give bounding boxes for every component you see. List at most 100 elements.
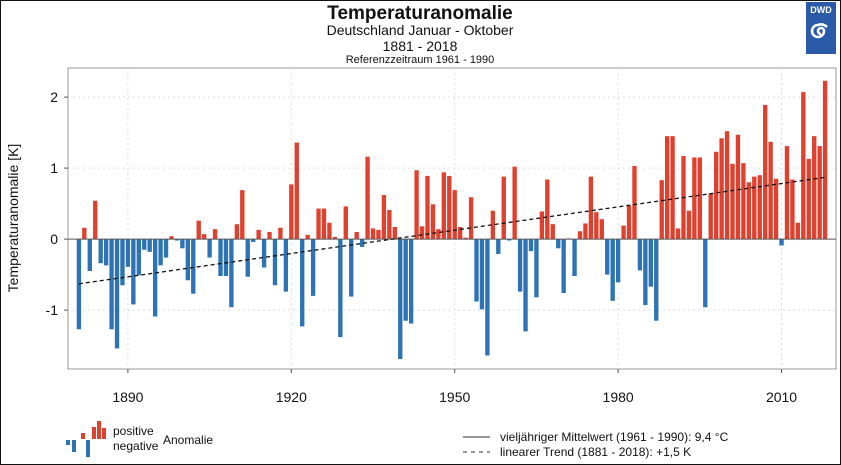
bar-positive (752, 176, 757, 240)
bar-negative (300, 239, 305, 327)
bar-negative (120, 239, 125, 286)
bar-positive (463, 237, 468, 240)
bar-negative (496, 239, 501, 254)
bar-negative (610, 239, 615, 301)
bar-negative (174, 239, 180, 241)
bar-positive (441, 172, 447, 240)
legend-bar-negative (66, 440, 70, 445)
bar-positive (806, 158, 811, 240)
bar-positive (82, 227, 87, 240)
chart-subtitle-region: Deutschland Januar - Oktober (327, 22, 514, 38)
bar-negative (142, 239, 147, 250)
bar-positive (724, 131, 730, 240)
bar-positive (332, 236, 338, 240)
bar-positive (784, 146, 790, 240)
bar-positive (741, 163, 746, 240)
bar-positive (577, 231, 583, 240)
bar-negative (76, 239, 82, 330)
bar-positive (812, 136, 817, 240)
bar-negative (534, 239, 539, 298)
bar-positive (822, 80, 828, 240)
bar-negative (643, 239, 648, 306)
bar-negative (158, 239, 163, 266)
bar-positive (490, 210, 496, 240)
bar-negative (251, 239, 256, 242)
legend-bar-positive (81, 433, 85, 439)
bar-positive (305, 234, 310, 240)
bar-negative (408, 239, 414, 324)
bar-positive (256, 229, 261, 240)
bar-positive (370, 228, 376, 240)
chart-subtitle-reference: Referenzzeitraum 1961 - 1990 (346, 54, 495, 66)
bar-positive (545, 179, 550, 240)
bar-negative (572, 239, 577, 277)
legend-bar-negative (72, 440, 76, 452)
bar-positive (795, 222, 801, 240)
bar-negative (152, 239, 158, 317)
bar-positive (201, 234, 207, 240)
bar-positive (436, 229, 441, 240)
bar-positive (278, 227, 283, 240)
bar-negative (779, 239, 784, 246)
bar-negative (528, 239, 534, 252)
x-tick-label: 1980 (603, 389, 634, 405)
legend-anomalie: positive negative Anomalie (66, 421, 213, 457)
bar-positive (670, 136, 675, 240)
bar-negative (185, 239, 191, 281)
bar-positive (376, 229, 381, 240)
bar-positive (583, 223, 588, 240)
legend-lines: vieljähriger Mittelwert (1961 - 1990): 9… (463, 430, 729, 459)
spiral-icon (810, 23, 828, 39)
bar-positive (447, 175, 452, 240)
bar-negative (349, 239, 354, 297)
bar-positive (621, 225, 626, 240)
bar-negative (703, 239, 708, 308)
bar-positive (316, 208, 321, 240)
bar-positive (468, 197, 474, 240)
dwd-logo: DWD (806, 2, 836, 54)
bar-positive (365, 156, 370, 240)
legend-mean-label: vieljähriger Mittelwert (1961 - 1990): 9… (500, 430, 729, 444)
bar-positive (381, 195, 387, 240)
legend-negative-label: negative (113, 439, 159, 453)
bar-positive (267, 231, 272, 240)
bar-negative (479, 239, 485, 310)
bar-negative (114, 239, 120, 349)
bar-positive (240, 190, 245, 240)
legend-bar-positive (102, 428, 106, 439)
bar-positive (452, 190, 457, 240)
y-tick-label: -1 (46, 302, 59, 318)
bar-negative (648, 239, 653, 287)
bar-positive (675, 228, 681, 240)
bar-negative (218, 239, 223, 277)
bar-positive (414, 170, 419, 240)
bar-negative (485, 239, 490, 356)
bar-positive (539, 211, 545, 240)
x-axis: 1890 1920 1950 1980 2010 (112, 369, 797, 405)
bar-positive (419, 226, 425, 240)
bar-negative (103, 239, 109, 266)
bar-negative (147, 239, 152, 252)
bar-positive (321, 208, 327, 240)
bar-negative (561, 239, 566, 294)
bar-positive (757, 175, 762, 240)
bar-negative (283, 239, 289, 292)
y-axis-label: Temperaturanomalie [K] (5, 144, 21, 293)
x-tick-label: 1890 (112, 389, 143, 405)
bar-positive (713, 151, 719, 240)
bar-positive (768, 141, 773, 240)
y-axis: 2 1 0 -1 (46, 89, 68, 318)
legend-anomalie-label: Anomalie (163, 433, 213, 447)
bar-positive (425, 175, 430, 240)
bar-positive (430, 204, 436, 240)
legend-positive-label: positive (113, 424, 154, 438)
bar-positive (354, 231, 359, 240)
bar-positive (659, 180, 664, 240)
chart-title: Temperaturanomalie (327, 3, 512, 24)
bar-negative (507, 239, 512, 241)
bar-positive (594, 212, 599, 240)
bar-positive (550, 224, 555, 240)
bar-negative (517, 239, 523, 292)
bar-negative (474, 239, 479, 302)
